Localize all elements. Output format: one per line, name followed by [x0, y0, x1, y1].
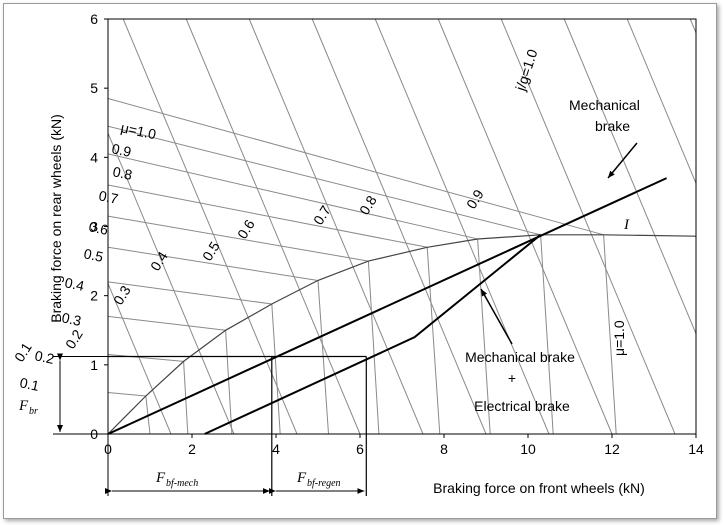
rear-mu-line-3 [107, 281, 272, 305]
combined-label-3: Electrical brake [474, 398, 570, 414]
brake-lines-group [107, 142, 668, 435]
rear-mu-label-0.2: 0.2 [33, 347, 56, 367]
F-bf-regen-label-sub: bf-regen [307, 478, 341, 489]
rear-mu-line-4 [107, 246, 319, 281]
rear-mu-label-0.8: 0.8 [111, 163, 134, 183]
x-tick-label: 14 [688, 441, 704, 457]
front-mu-label-0.5: 0.5 [199, 238, 223, 263]
front-mu-line-6 [426, 247, 441, 435]
x-tick-label: 8 [440, 441, 448, 457]
y-axis-title: Braking force on rear wheels (kN) [48, 114, 64, 323]
front-mu-label-0.2: 0.2 [62, 326, 86, 351]
plot-border [107, 18, 697, 435]
F-bf-regen-label: F [296, 470, 307, 486]
front-mu-label-0.6: 0.6 [234, 216, 258, 241]
jg-line-7 [437, 18, 613, 435]
jg-line-11 [689, 18, 697, 34]
jg-line-4 [248, 18, 424, 435]
mechanical-pointer [607, 142, 638, 179]
mu-lines-group [107, 98, 604, 397]
x-tick-label: 6 [356, 441, 364, 457]
y-tick-label: 6 [90, 11, 98, 27]
jg-line-5 [311, 18, 487, 435]
jg-line-1 [107, 132, 235, 435]
x-tick-label: 12 [604, 441, 620, 457]
rear-mu-label-0.9: 0.9 [110, 140, 133, 160]
rear-mu-label-0.7: 0.7 [97, 187, 120, 207]
combined-pointer [480, 288, 513, 345]
rear-mu-label-0.5: 0.5 [82, 245, 105, 265]
x-tick-label: 10 [520, 441, 536, 457]
rear-mu-label-0.3: 0.3 [60, 309, 83, 329]
F-bf-mech-label: F [155, 470, 166, 486]
rear-mu-line-6 [107, 184, 428, 248]
y-tick-label: 4 [90, 149, 98, 165]
y-tick-label: 2 [90, 288, 98, 304]
y-tick-label: 0 [90, 426, 98, 442]
rear-mu-line-5 [107, 215, 369, 262]
x-tick-label: 4 [272, 441, 280, 457]
F-bf-mech-label-sub: bf-mech [166, 478, 198, 489]
y-tick-label: 3 [90, 219, 98, 235]
front-mu-label-0.1: 0.1 [11, 339, 35, 364]
labels-group: 0.10.20.30.40.50.60.70.80.9μ=1.00.10.20.… [11, 47, 640, 489]
rear-mu-label-0.1: 0.1 [18, 374, 41, 394]
rear-mu-line-2 [107, 315, 226, 331]
mechanical-brake-line [107, 177, 668, 435]
front-mu-label-0.4: 0.4 [147, 248, 171, 273]
jg-line-6 [374, 18, 550, 435]
combined-brake-line [204, 234, 542, 435]
rear-mu-line-8 [107, 125, 541, 236]
jg-line-8 [500, 18, 676, 435]
combined-label-2: + [508, 370, 516, 386]
jg-line-10 [626, 18, 697, 184]
y-tick-label: 1 [90, 357, 98, 373]
jg-line-3 [185, 18, 361, 435]
front-mu-line-8 [540, 234, 554, 435]
reference-lines-group [53, 353, 367, 496]
ideal-curve-group [107, 234, 697, 435]
ideal-curve-label: I [623, 217, 630, 233]
mechanical-label-2: brake [595, 118, 630, 134]
F-br-label-sub: br [29, 406, 38, 417]
y-tick-label: 5 [90, 80, 98, 96]
F-br-label: F [18, 398, 29, 414]
front-mu-label-0.7: 0.7 [310, 202, 334, 227]
rear-mu-line-9 [107, 98, 604, 236]
rear-mu-line-7 [107, 153, 478, 240]
front-mu-line-5 [367, 261, 380, 435]
rear-mu-line-1 [107, 353, 184, 362]
jg-lines-group [107, 18, 697, 435]
front-mu-label-0.8: 0.8 [356, 192, 380, 217]
front-mu-label-0.3: 0.3 [110, 282, 134, 307]
ideal-distribution-curve [107, 234, 697, 435]
rear-mu-line-0 [107, 392, 146, 397]
mechanical-label-1: Mechanical [569, 97, 640, 113]
front-mu-line-4 [317, 280, 329, 435]
jg-line-9 [563, 18, 697, 334]
front-mu-line-9 [603, 234, 617, 435]
jg-line-2 [122, 18, 298, 435]
mu-right-label: μ=1.0 [611, 320, 627, 356]
chart-frame: 0 2 4 6 8 10 12 14 0 1 2 3 4 5 6 0.1 0.2 0.3 0.4 0.5 0.6 0.7… [3, 3, 717, 519]
x-tick-label: 2 [188, 441, 196, 457]
rear-mu-label-0.6: 0.6 [87, 218, 110, 238]
rear-mu-label-0.4: 0.4 [63, 274, 86, 294]
x-tick-label: 0 [104, 441, 112, 457]
front-mu-line-2 [225, 330, 233, 435]
front-mu-line-3 [271, 303, 281, 435]
front-mu-line-7 [477, 238, 491, 435]
jg-line-0 [107, 283, 172, 435]
front-mu-label-0.9: 0.9 [463, 186, 487, 211]
rear-mu-label-μ=1.0: μ=1.0 [119, 119, 157, 142]
combined-label-1: Mechanical brake [465, 349, 575, 365]
x-axis-title: Braking force on front wheels (kN) [433, 480, 645, 496]
